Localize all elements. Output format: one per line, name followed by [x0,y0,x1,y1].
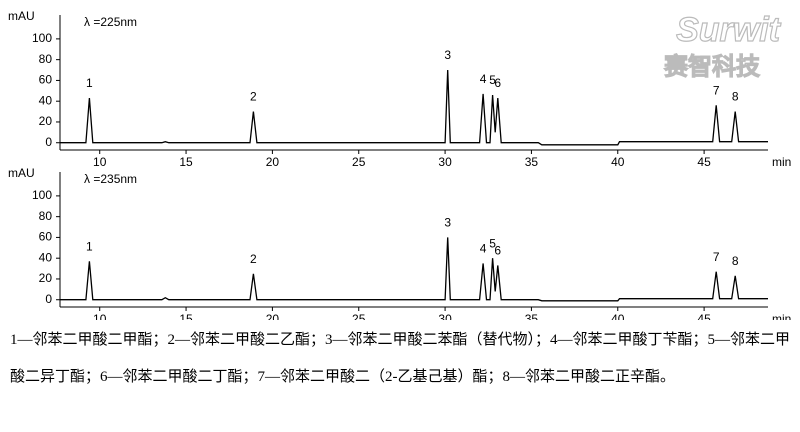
peak-label: 4 [480,72,487,86]
peak-label: 6 [494,244,501,258]
x-tick-label: 45 [697,155,711,169]
y-tick-label: 100 [32,31,52,45]
x-tick-label: 20 [266,155,280,169]
peak-label: 6 [494,76,501,90]
x-axis-label: min [772,155,791,169]
chromatogram-line [60,237,768,302]
x-tick-label: 30 [438,155,452,169]
peak-label: 3 [444,216,451,230]
peak-label: 8 [732,254,739,268]
y-tick-label: 40 [39,250,53,264]
peak-label: 5 [489,236,496,250]
peak-label: 1 [86,76,93,90]
x-tick-label: 15 [179,312,193,320]
peak-label: 2 [250,252,257,266]
x-tick-label: 20 [266,312,280,320]
peak-label: 1 [86,239,93,253]
peak-label: 7 [713,84,720,98]
peak-label: 3 [444,48,451,62]
x-tick-label: 35 [525,312,539,320]
y-tick-label: 20 [39,271,53,285]
watermark-brand: Surwit [676,11,782,49]
y-tick-label: 20 [39,114,53,128]
peak-label: 2 [250,90,257,104]
y-tick-label: 0 [45,135,52,149]
x-tick-label: 35 [525,155,539,169]
x-tick-label: 25 [352,312,366,320]
x-tick-label: 40 [611,312,625,320]
x-tick-label: 30 [438,312,452,320]
x-tick-label: 25 [352,155,366,169]
y-tick-label: 100 [32,188,52,202]
x-tick-label: 45 [697,312,711,320]
x-tick-label: 10 [93,155,107,169]
y-tick-label: 60 [39,230,53,244]
watermark-name: 赛智科技 [663,52,761,80]
peak-label: 7 [713,250,720,264]
caption: 1—邻苯二甲酸二甲酯；2—邻苯二甲酸二乙酯；3—邻苯二甲酸二苯酯（替代物）；4—… [10,332,791,385]
x-axis-label: min [772,312,791,320]
wavelength-label: λ =235nm [84,172,137,186]
y-tick-label: 40 [39,93,53,107]
x-tick-label: 40 [611,155,625,169]
y-tick-label: 80 [39,209,53,223]
y-axis-label: mAU [8,166,35,180]
x-tick-label: 10 [93,312,107,320]
x-tick-label: 15 [179,155,193,169]
y-tick-label: 0 [45,292,52,306]
chromatogram-line [60,69,768,146]
peak-label: 8 [732,90,739,104]
y-axis-label: mAU [8,9,35,23]
y-tick-label: 60 [39,73,53,87]
wavelength-label: λ =225nm [84,15,137,29]
y-tick-label: 80 [39,52,53,66]
peak-label: 4 [480,242,487,256]
peak-label: 5 [489,73,496,87]
